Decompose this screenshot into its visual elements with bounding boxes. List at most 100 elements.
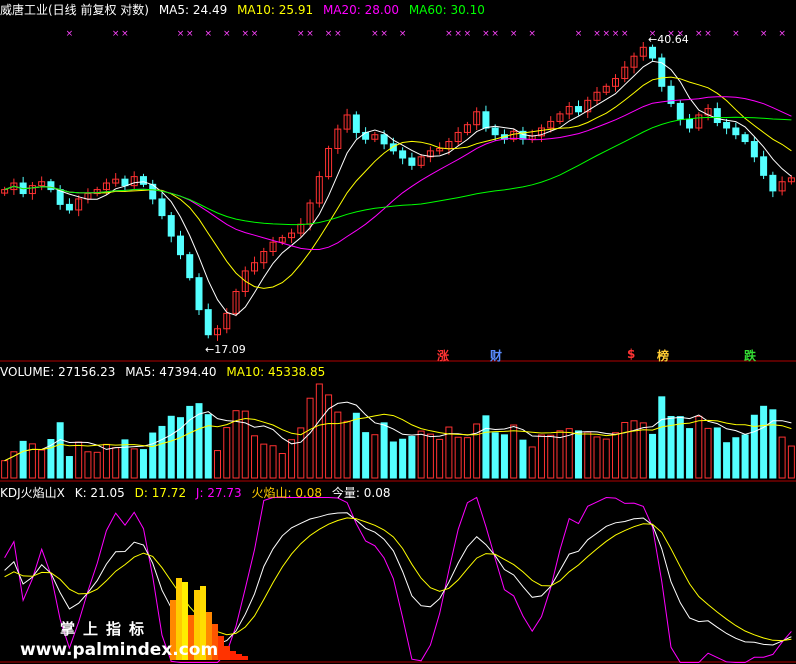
candle-body bbox=[713, 108, 721, 124]
candle-body bbox=[667, 85, 675, 104]
marker-x: × bbox=[677, 29, 685, 39]
candle-body bbox=[176, 235, 184, 256]
marker-x: × bbox=[695, 29, 703, 39]
marker-x: × bbox=[778, 29, 786, 39]
marker-x: × bbox=[334, 29, 342, 39]
marker-x: × bbox=[464, 29, 472, 39]
ma60-legend: MA60: 30.10 bbox=[408, 3, 485, 17]
candle-body bbox=[343, 114, 351, 130]
marker-x: × bbox=[445, 29, 453, 39]
marker-x: × bbox=[380, 29, 388, 39]
watermark-url: www.palmindex.com bbox=[20, 640, 219, 660]
volume-bar bbox=[241, 410, 249, 479]
marker-x: × bbox=[621, 29, 629, 39]
volume-bar bbox=[704, 427, 712, 479]
kdj-j: J: 27.73 bbox=[195, 486, 242, 500]
candle-body bbox=[380, 134, 388, 145]
volume-bar bbox=[93, 451, 101, 479]
candle-body bbox=[10, 182, 18, 191]
candle-body bbox=[547, 120, 555, 129]
candle-body bbox=[28, 185, 36, 195]
candle-body bbox=[371, 134, 379, 140]
volume-bar bbox=[584, 431, 592, 479]
volume-bar bbox=[260, 443, 268, 479]
candle-body bbox=[399, 150, 407, 159]
volume-bar bbox=[482, 415, 490, 479]
candle-body bbox=[112, 178, 120, 184]
candle-body bbox=[195, 277, 203, 311]
volume-bar bbox=[593, 436, 601, 479]
ma60-line bbox=[4, 116, 792, 226]
candle-body bbox=[288, 232, 296, 239]
marker-x: × bbox=[371, 29, 379, 39]
volume-bar bbox=[130, 448, 138, 479]
candle-body bbox=[695, 114, 703, 129]
candle-body bbox=[251, 262, 259, 272]
marker-x: × bbox=[760, 29, 768, 39]
marker-x: × bbox=[242, 29, 250, 39]
volume-bar bbox=[750, 414, 758, 479]
volume-bar bbox=[769, 409, 777, 479]
volume-bar bbox=[334, 411, 342, 479]
marker-x: × bbox=[491, 29, 499, 39]
volume-bar bbox=[1, 460, 9, 479]
candle-body bbox=[686, 118, 694, 129]
flame-bar bbox=[200, 586, 206, 660]
volume-bar bbox=[547, 434, 555, 479]
marker-x: × bbox=[204, 29, 212, 39]
candle-body bbox=[121, 178, 129, 187]
marker-x: × bbox=[593, 29, 601, 39]
volume-bar bbox=[676, 416, 684, 479]
candle-body bbox=[65, 203, 73, 211]
ma5-line bbox=[4, 60, 792, 316]
volume-bar bbox=[417, 430, 425, 479]
candle-body bbox=[454, 131, 462, 143]
volume-bar bbox=[352, 412, 360, 479]
candle-body bbox=[93, 189, 101, 195]
marker-x: × bbox=[306, 29, 314, 39]
signal-board: 榜 bbox=[657, 349, 670, 363]
kdj-d: D: 17.72 bbox=[134, 486, 187, 500]
ma10-line bbox=[4, 76, 792, 289]
watermark-title: 掌上指标 bbox=[60, 620, 153, 638]
signal-dollar: $ bbox=[627, 347, 636, 361]
candle-body bbox=[574, 106, 582, 113]
volume-panel-header: VOLUME: 27156.23 MA5: 47394.40 MA10: 453… bbox=[0, 364, 331, 380]
candle-body bbox=[232, 291, 240, 314]
candle-body bbox=[158, 198, 166, 217]
candle-body bbox=[214, 328, 222, 336]
volume-bar bbox=[315, 383, 323, 479]
ma20-legend: MA20: 28.00 bbox=[322, 3, 399, 17]
volume-bar bbox=[741, 434, 749, 479]
candle-body bbox=[612, 78, 620, 87]
volume-bar bbox=[269, 445, 277, 479]
marker-x: × bbox=[482, 29, 490, 39]
kdj-k-line bbox=[4, 512, 792, 646]
candle-body bbox=[204, 309, 212, 336]
volume-bar bbox=[621, 421, 629, 479]
kdj-flame: 火焰山: 0.08 bbox=[251, 486, 323, 500]
flame-bar bbox=[242, 656, 248, 660]
volume-bar bbox=[278, 453, 286, 479]
volume-bar bbox=[695, 415, 703, 479]
volume-bar bbox=[649, 433, 657, 479]
candle-body bbox=[769, 174, 777, 192]
candle-body bbox=[556, 113, 564, 122]
volume-bar bbox=[408, 435, 416, 479]
candle-body bbox=[47, 181, 55, 191]
candle-body bbox=[130, 176, 138, 187]
candle-body bbox=[639, 46, 647, 57]
marker-x: × bbox=[399, 29, 407, 39]
volume-bar bbox=[232, 410, 240, 479]
volume-bar bbox=[528, 446, 536, 479]
marker-x: × bbox=[186, 29, 194, 39]
volume-bar bbox=[158, 425, 166, 479]
candle-body bbox=[325, 148, 333, 178]
marker-x: × bbox=[704, 29, 712, 39]
ma20-line bbox=[4, 96, 792, 250]
marker-x: × bbox=[121, 29, 129, 39]
volume-bar bbox=[297, 427, 305, 479]
volume-bar bbox=[65, 456, 73, 479]
volume-bar bbox=[630, 420, 638, 479]
